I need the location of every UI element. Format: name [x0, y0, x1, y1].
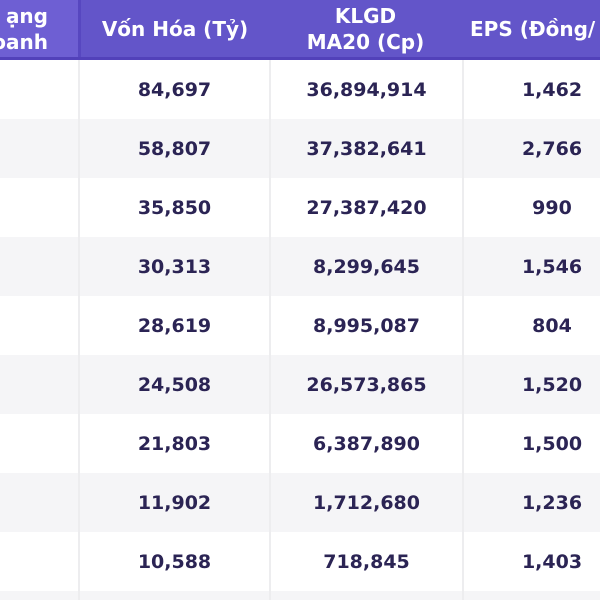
cell-von-hoa: 11,902	[78, 473, 269, 532]
column-header-klgd-line2: MA20 (Cp)	[306, 29, 425, 54]
cell-von-hoa: 10,588	[78, 532, 269, 591]
cell-von-hoa: 84,697	[78, 60, 269, 119]
cell-rank	[0, 473, 78, 532]
cell-von-hoa: 35,850	[78, 178, 269, 237]
cell-eps: 990	[462, 178, 600, 237]
cell-eps: 1,236	[462, 473, 600, 532]
cell-klgd-ma20: 8,299,645	[269, 237, 462, 296]
cell-von-hoa: 24,508	[78, 355, 269, 414]
table-row[interactable]: 84,697 36,894,914 1,462	[0, 60, 600, 119]
cell-klgd-ma20: 8,995,087	[269, 296, 462, 355]
cell-rank	[0, 532, 78, 591]
cell-rank	[0, 237, 78, 296]
cell-von-hoa: 58,807	[78, 119, 269, 178]
table-row[interactable]: 35,850 27,387,420 990	[0, 178, 600, 237]
column-header-von-hoa-label: Vốn Hóa (Tỷ)	[101, 16, 249, 41]
cell-eps	[462, 591, 600, 600]
cell-rank	[0, 119, 78, 178]
table-row[interactable]	[0, 591, 600, 600]
table-row[interactable]: 28,619 8,995,087 804	[0, 296, 600, 355]
table-row[interactable]: 58,807 37,382,641 2,766	[0, 119, 600, 178]
cell-rank	[0, 296, 78, 355]
table-row[interactable]: 21,803 6,387,890 1,500	[0, 414, 600, 473]
table-row[interactable]: 10,588 718,845 1,403	[0, 532, 600, 591]
cell-eps: 1,403	[462, 532, 600, 591]
cell-rank	[0, 60, 78, 119]
column-header-eps[interactable]: EPS (Đồng/	[462, 0, 600, 57]
cell-eps: 1,546	[462, 237, 600, 296]
cell-eps: 804	[462, 296, 600, 355]
column-header-von-hoa[interactable]: Vốn Hóa (Tỷ)	[78, 0, 269, 57]
cell-eps: 1,520	[462, 355, 600, 414]
column-header-rank-line1: ạng	[5, 3, 48, 28]
column-header-rank-line2: oanh	[0, 29, 48, 54]
cell-von-hoa	[78, 591, 269, 600]
column-header-klgd-ma20[interactable]: KLGD MA20 (Cp)	[269, 0, 462, 57]
cell-klgd-ma20: 26,573,865	[269, 355, 462, 414]
cell-eps: 2,766	[462, 119, 600, 178]
table-row[interactable]: 11,902 1,712,680 1,236	[0, 473, 600, 532]
cell-klgd-ma20	[269, 591, 462, 600]
cell-rank	[0, 591, 78, 600]
column-header-rank[interactable]: ạng oanh	[0, 0, 78, 57]
column-header-eps-label: EPS (Đồng/	[470, 16, 596, 41]
table-row[interactable]: 30,313 8,299,645 1,546	[0, 237, 600, 296]
cell-klgd-ma20: 718,845	[269, 532, 462, 591]
table-header-row: ạng oanh Vốn Hóa (Tỷ) KLGD MA20 (Cp) EPS…	[0, 0, 600, 60]
table-row[interactable]: 24,508 26,573,865 1,520	[0, 355, 600, 414]
cell-rank	[0, 178, 78, 237]
cell-eps: 1,500	[462, 414, 600, 473]
cell-klgd-ma20: 1,712,680	[269, 473, 462, 532]
cell-rank	[0, 414, 78, 473]
column-header-klgd-line1: KLGD	[334, 3, 397, 28]
cell-eps: 1,462	[462, 60, 600, 119]
cell-von-hoa: 30,313	[78, 237, 269, 296]
cell-von-hoa: 21,803	[78, 414, 269, 473]
cell-klgd-ma20: 37,382,641	[269, 119, 462, 178]
table-body: 84,697 36,894,914 1,462 58,807 37,382,641 2,7…	[0, 60, 600, 600]
cell-klgd-ma20: 6,387,890	[269, 414, 462, 473]
cell-klgd-ma20: 36,894,914	[269, 60, 462, 119]
cell-von-hoa: 28,619	[78, 296, 269, 355]
cell-rank	[0, 355, 78, 414]
cell-klgd-ma20: 27,387,420	[269, 178, 462, 237]
